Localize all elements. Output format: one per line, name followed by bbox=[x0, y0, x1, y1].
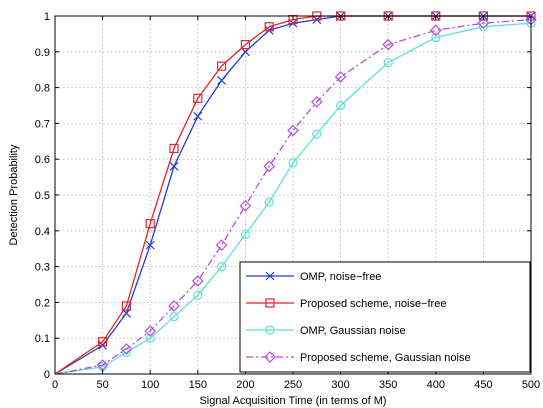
data-point bbox=[288, 158, 298, 168]
data-point bbox=[477, 17, 490, 30]
legend-entry: Proposed scheme, Gaussian noise bbox=[246, 351, 471, 364]
data-point bbox=[217, 262, 227, 272]
y-tick-label: 0.3 bbox=[35, 262, 50, 274]
y-tick-label: 0.7 bbox=[35, 118, 50, 130]
data-point bbox=[144, 325, 157, 337]
data-point bbox=[382, 38, 395, 51]
legend-label: OMP, Gaussian noise bbox=[300, 325, 406, 337]
y-tick-label: 0.8 bbox=[35, 83, 50, 95]
x-tick-label: 200 bbox=[236, 379, 254, 391]
data-point bbox=[312, 129, 322, 139]
x-tick-label: 150 bbox=[189, 379, 207, 391]
series-line bbox=[54, 22, 532, 375]
axis-ticks: 0 50 100 150 200 250 300 350 400 450 500 0 0.1 0.2 0.3… bbox=[35, 11, 540, 391]
y-tick-label: 0.6 bbox=[35, 154, 50, 166]
data-point bbox=[264, 197, 274, 207]
legend: OMP, noise−free Proposed scheme, noise−fr… bbox=[239, 261, 531, 373]
data-point bbox=[217, 76, 227, 85]
x-tick-label: 250 bbox=[284, 379, 302, 391]
data-point bbox=[265, 325, 275, 335]
legend-label: Proposed scheme, noise−free bbox=[300, 298, 446, 310]
data-point bbox=[193, 111, 203, 121]
data-point bbox=[310, 96, 323, 108]
data-point bbox=[264, 351, 276, 363]
y-tick-label: 1 bbox=[44, 11, 50, 23]
data-point bbox=[145, 219, 155, 229]
x-tick-label: 450 bbox=[474, 379, 492, 391]
data-point bbox=[240, 229, 250, 239]
data-point bbox=[168, 300, 180, 312]
legend-entry: Proposed scheme, noise−free bbox=[246, 298, 446, 310]
data-point bbox=[240, 40, 250, 50]
y-axis-label: Detection Probability bbox=[8, 144, 20, 245]
data-point bbox=[169, 143, 179, 154]
data-point bbox=[169, 161, 179, 171]
series-2 bbox=[54, 18, 536, 375]
data-point bbox=[336, 100, 346, 111]
data-point bbox=[193, 290, 203, 300]
y-tick-label: 0.1 bbox=[35, 333, 50, 345]
data-point bbox=[121, 301, 132, 311]
data-point bbox=[169, 312, 179, 322]
data-point bbox=[265, 271, 275, 281]
x-tick-label: 300 bbox=[331, 379, 349, 391]
x-tick-label: 0 bbox=[52, 379, 58, 391]
data-point bbox=[334, 71, 347, 83]
data-point bbox=[145, 333, 155, 343]
x-tick-label: 400 bbox=[427, 379, 445, 391]
y-tick-label: 0 bbox=[44, 369, 50, 381]
data-point bbox=[431, 32, 441, 43]
data-point bbox=[217, 61, 227, 71]
legend-box bbox=[239, 261, 531, 373]
data-point bbox=[287, 124, 299, 137]
data-point bbox=[145, 240, 155, 250]
y-tick-label: 0.4 bbox=[35, 226, 50, 238]
data-point bbox=[239, 199, 252, 212]
data-point bbox=[383, 57, 393, 68]
x-tick-label: 50 bbox=[96, 379, 108, 391]
x-axis-label: Signal Acquisition Time (in terms of M) bbox=[199, 395, 386, 407]
data-point bbox=[120, 343, 133, 355]
data-point bbox=[215, 239, 228, 251]
y-tick-label: 0.2 bbox=[35, 297, 50, 309]
x-tick-label: 100 bbox=[141, 379, 159, 391]
legend-entry: OMP, Gaussian noise bbox=[246, 325, 406, 337]
y-tick-label: 0.5 bbox=[35, 190, 50, 202]
data-point bbox=[97, 337, 108, 347]
data-point bbox=[265, 298, 275, 308]
data-point bbox=[191, 275, 204, 287]
x-tick-label: 350 bbox=[379, 379, 397, 391]
data-point bbox=[193, 93, 203, 103]
series-line bbox=[54, 18, 532, 375]
data-point bbox=[264, 22, 274, 32]
legend-label: OMP, noise−free bbox=[300, 271, 381, 283]
legend-entry: OMP, noise−free bbox=[246, 271, 381, 283]
y-tick-label: 0.9 bbox=[35, 47, 50, 59]
data-point bbox=[263, 160, 276, 173]
data-point bbox=[429, 24, 442, 37]
x-tick-label: 500 bbox=[522, 379, 540, 391]
legend-label: Proposed scheme, Gaussian noise bbox=[300, 352, 471, 364]
